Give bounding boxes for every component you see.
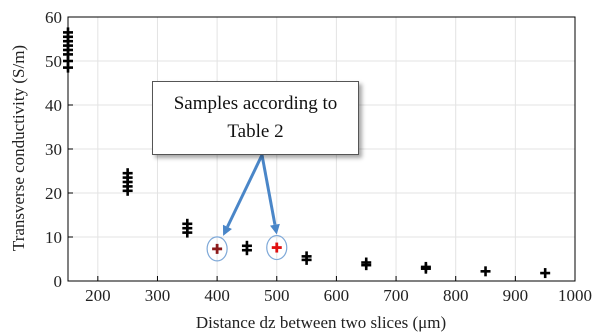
y-tick-label: 60 (45, 8, 62, 27)
x-tick-label: 600 (324, 286, 350, 305)
y-tick-label: 30 (45, 140, 62, 159)
x-tick-label: 400 (204, 286, 230, 305)
x-tick-label: 800 (443, 286, 469, 305)
x-axis-label: Distance dz between two slices (μm) (196, 313, 446, 332)
data-point (420, 261, 431, 272)
data-point (182, 218, 193, 229)
y-tick-label: 20 (45, 184, 62, 203)
data-point (361, 257, 372, 268)
x-tick-label: 1000 (558, 286, 592, 305)
data-point (241, 240, 252, 251)
axis-ticks: 200 300 400 500 600 700 800 900 1000 0 10 20 30 40 50 6… (45, 8, 592, 305)
annotation-callout: Samples according to Table 2 (152, 81, 359, 155)
highlighted-point (266, 234, 288, 261)
x-tick-label: 700 (383, 286, 409, 305)
x-tick-label: 900 (503, 286, 529, 305)
data-point (301, 251, 312, 262)
y-tick-label: 10 (45, 228, 62, 247)
highlighted-point (206, 236, 228, 262)
data-points (63, 27, 551, 279)
x-tick-label: 300 (145, 286, 171, 305)
data-point (122, 168, 133, 179)
annotation-line-2: Table 2 (227, 121, 284, 142)
x-tick-label: 200 (85, 286, 111, 305)
callout-arrows (222, 154, 280, 236)
data-point (63, 27, 73, 38)
callout-arrow (222, 154, 264, 236)
data-point (540, 268, 551, 279)
y-tick-label: 50 (45, 52, 62, 71)
annotation-line-1: Samples according to (173, 93, 338, 115)
highlighted-samples (206, 234, 288, 262)
y-tick-label: 40 (45, 96, 62, 115)
y-axis-label: Transverse conductivity (S/m) (9, 45, 28, 251)
callout-arrow (260, 154, 280, 235)
data-point (480, 266, 491, 277)
x-tick-label: 500 (264, 286, 290, 305)
y-tick-label: 0 (54, 272, 63, 291)
